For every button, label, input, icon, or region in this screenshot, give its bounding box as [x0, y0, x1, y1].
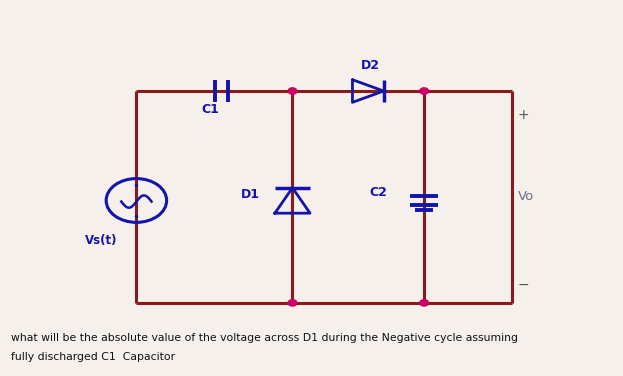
Text: +: + [518, 108, 530, 122]
Text: Vo: Vo [518, 190, 534, 203]
Text: C1: C1 [201, 103, 219, 116]
Text: D2: D2 [361, 59, 380, 72]
Circle shape [420, 88, 429, 94]
Circle shape [288, 300, 297, 306]
Text: D1: D1 [241, 188, 260, 201]
Circle shape [288, 88, 297, 94]
Text: what will be the absolute value of the voltage across D1 during the Negative cyc: what will be the absolute value of the v… [11, 333, 518, 343]
Text: Vs(t): Vs(t) [85, 234, 118, 247]
Text: fully discharged C1  Capacitor: fully discharged C1 Capacitor [11, 352, 175, 362]
Text: −: − [518, 278, 530, 292]
Circle shape [420, 300, 429, 306]
Text: C2: C2 [369, 186, 388, 199]
